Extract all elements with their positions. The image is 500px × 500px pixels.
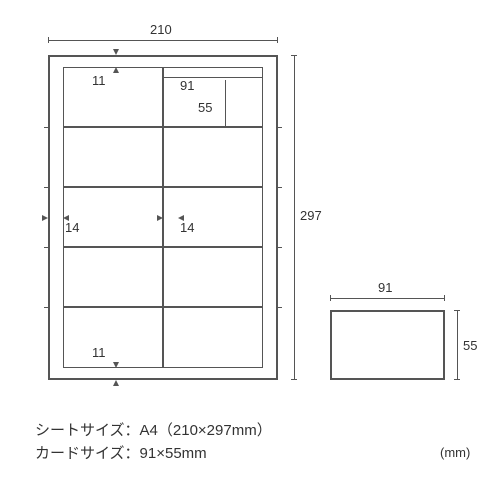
dim-arrow [113, 380, 119, 386]
notch-icon [276, 247, 282, 248]
unit-label: (mm) [440, 445, 470, 460]
notch-icon [276, 127, 282, 128]
card-cell [163, 247, 263, 307]
card-cell [63, 307, 163, 368]
dim-card-height-line [225, 80, 226, 127]
caption-line1: シートサイズ：A4（210×297mm） [35, 420, 272, 443]
dim-single-width-label: 91 [378, 280, 392, 295]
dim-arrow [157, 215, 163, 221]
dim-tick [291, 55, 297, 56]
card-cell [163, 67, 263, 127]
dim-tick [291, 379, 297, 380]
dim-tick [163, 74, 164, 80]
dim-sheet-height-label: 297 [300, 208, 322, 223]
dim-center-margin-label: 14 [180, 220, 194, 235]
dim-single-width-line [330, 298, 445, 299]
dim-sheet-width-label: 210 [150, 22, 172, 37]
card-cell [163, 127, 263, 187]
caption-line2: カードサイズ：91×55mm [35, 443, 272, 466]
dim-arrow [42, 215, 48, 221]
dim-card-height-label: 55 [198, 100, 212, 115]
dim-tick [48, 37, 49, 43]
dim-bottom-margin-label: 11 [92, 345, 106, 360]
dim-arrow [113, 362, 119, 368]
caption-text: シートサイズ：A4（210×297mm） カードサイズ：91×55mm [35, 420, 272, 465]
dim-tick [454, 379, 460, 380]
dim-card-width-label: 91 [180, 78, 194, 93]
diagram-stage: 210 297 11 11 14 14 91 55 [0, 0, 500, 500]
notch-icon [44, 247, 50, 248]
dim-top-margin-label: 11 [92, 73, 106, 88]
card-cell [63, 67, 163, 127]
card-cell [63, 247, 163, 307]
card-cell [63, 187, 163, 247]
dim-tick [454, 310, 460, 311]
dim-tick [444, 295, 445, 301]
dim-left-margin-label: 14 [65, 220, 79, 235]
card-cell [63, 127, 163, 187]
dim-tick [262, 74, 263, 80]
dim-single-height-line [457, 310, 458, 380]
dim-arrow [113, 67, 119, 73]
notch-icon [44, 127, 50, 128]
dim-sheet-width-line [48, 40, 278, 41]
notch-icon [276, 307, 282, 308]
notch-icon [44, 307, 50, 308]
dim-sheet-height-line [294, 55, 295, 380]
notch-icon [276, 187, 282, 188]
dim-card-width-line [163, 77, 263, 78]
single-card [330, 310, 445, 380]
dim-tick [277, 37, 278, 43]
dim-arrow [113, 49, 119, 55]
card-cell [163, 307, 263, 368]
dim-tick [222, 127, 228, 128]
dim-tick [330, 295, 331, 301]
dim-single-height-label: 55 [463, 338, 477, 353]
notch-icon [44, 187, 50, 188]
